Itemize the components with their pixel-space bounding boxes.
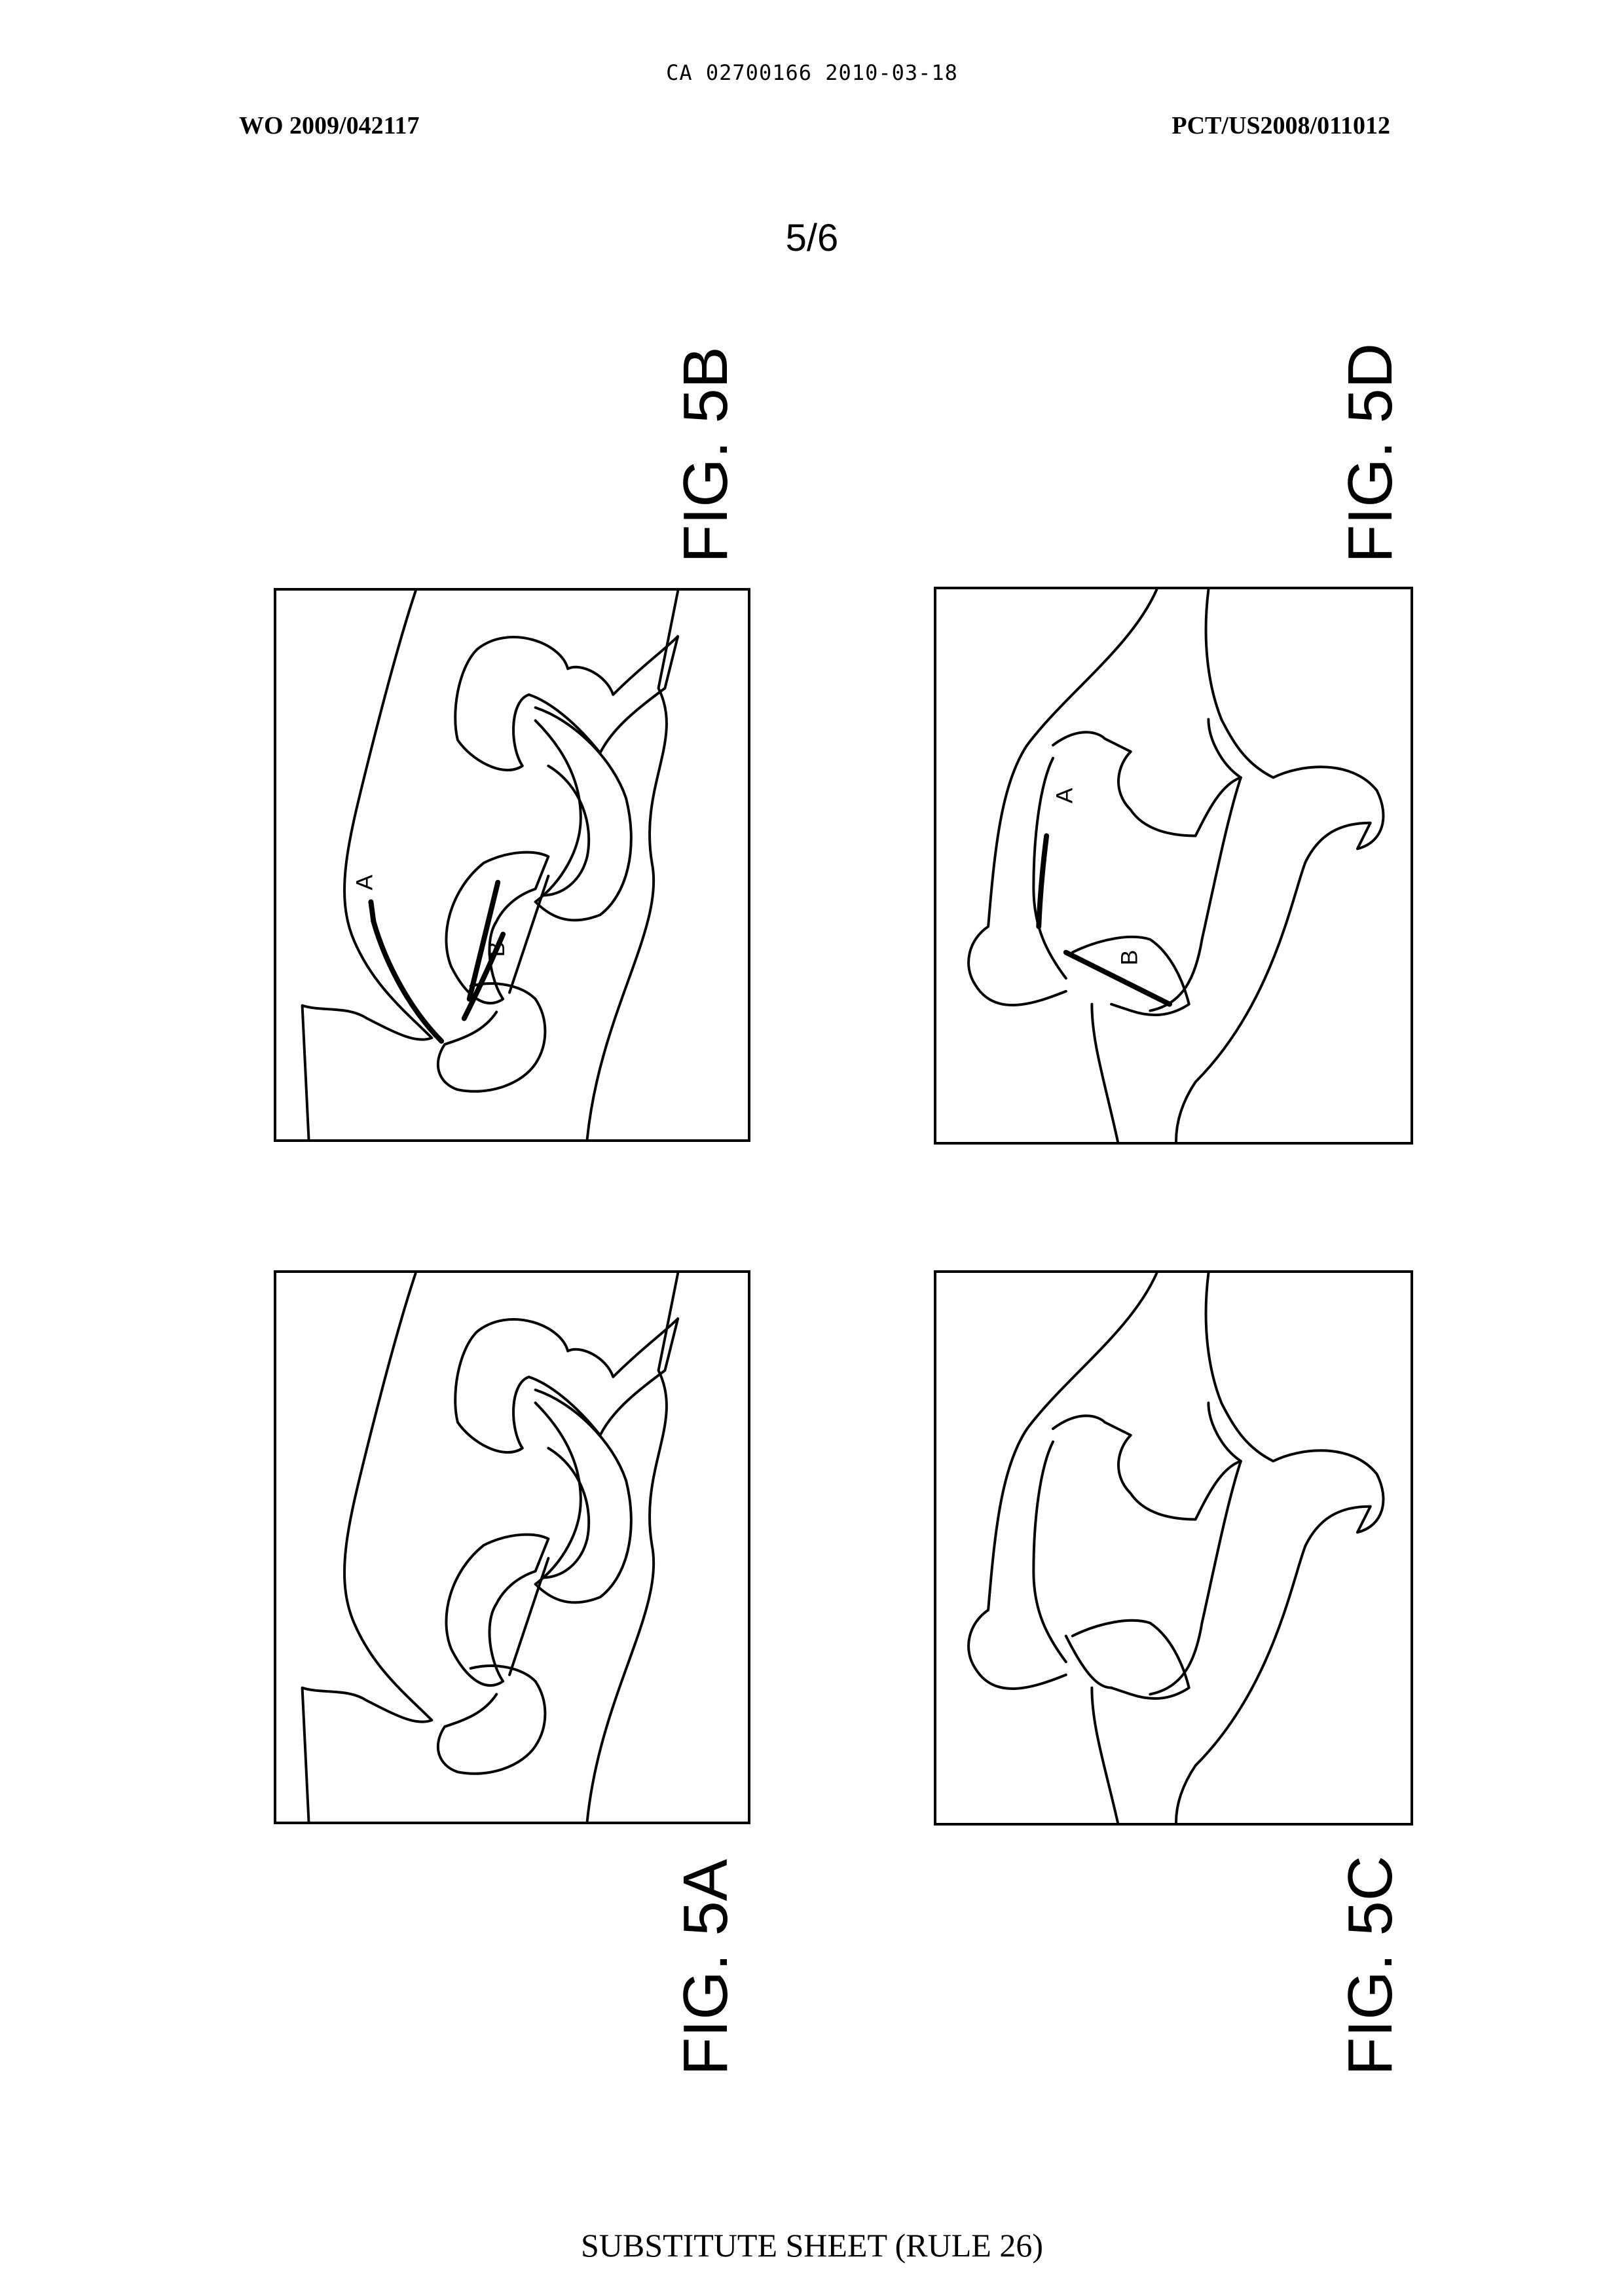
footer-text: SUBSTITUTE SHEET (RULE 26) [0, 2226, 1624, 2264]
fig-5d-drawing: A B [934, 587, 1413, 1145]
fig-5b-drawing: A B [274, 588, 750, 1142]
fig-5b-svg: A B [276, 591, 748, 1139]
fig-5c-drawing [934, 1270, 1413, 1826]
fig-5a-label: FIG. 5A [674, 1859, 737, 2076]
fig-5d-svg: A B [936, 589, 1411, 1142]
document-id: CA 02700166 2010-03-18 [0, 60, 1624, 85]
fig-5c-label: FIG. 5C [1339, 1856, 1402, 2076]
application-number: PCT/US2008/011012 [1172, 111, 1390, 140]
fig-5d-marker-a: A [1052, 788, 1078, 803]
fig-5d-label: FIG. 5D [1339, 343, 1402, 563]
sheet-number: 5/6 [0, 216, 1624, 260]
fig-5a-drawing [274, 1270, 750, 1824]
fig-5a-svg [276, 1273, 748, 1822]
publication-number: WO 2009/042117 [239, 111, 420, 140]
fig-5b-label: FIG. 5B [674, 346, 737, 563]
fig-5b-marker-a: A [351, 875, 377, 890]
fig-5b-marker-b: B [483, 942, 509, 957]
fig-5d-marker-b: B [1116, 950, 1143, 966]
fig-5c-svg [936, 1273, 1411, 1823]
